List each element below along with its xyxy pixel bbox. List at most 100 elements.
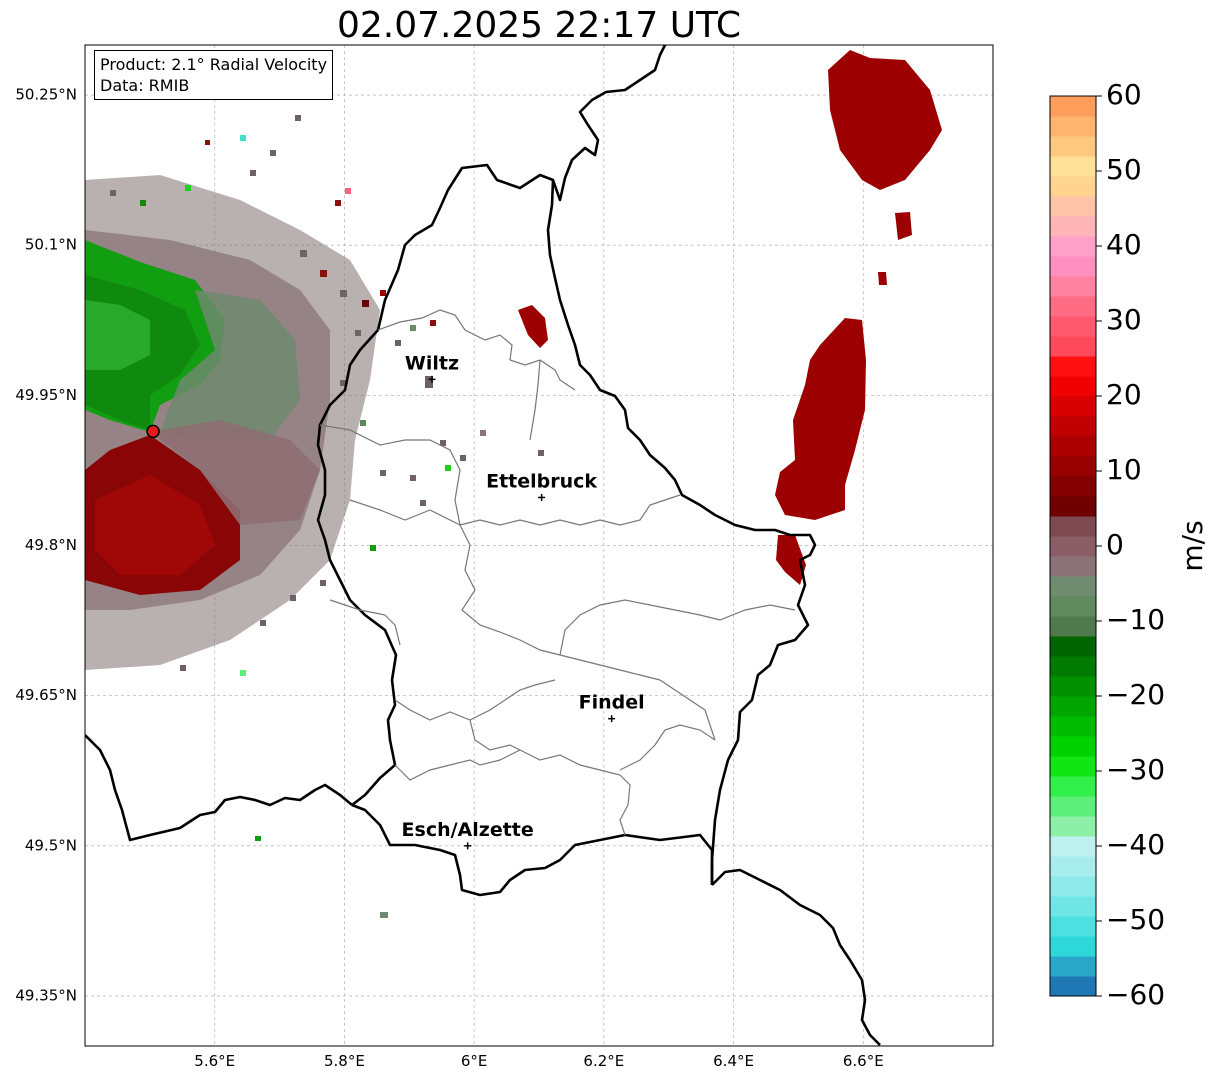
- colorbar-segment: [1050, 456, 1096, 477]
- colorbar-tick-label: 10: [1106, 453, 1142, 486]
- lon-tick-label: 6.4°E: [713, 1052, 754, 1070]
- border-belgium-france: [85, 734, 353, 842]
- colorbar: 60 50 40 30 20 10 0 −10 −20 −30 −40 −50 −60 m/s: [1049, 78, 1207, 1011]
- colorbar-segment: [1050, 136, 1096, 157]
- city-label: Wiltz: [405, 352, 459, 374]
- echo-grey-green: [160, 290, 300, 440]
- colorbar-segment: [1050, 536, 1096, 557]
- colorbar-tick-label: 30: [1106, 303, 1142, 336]
- colorbar-segment: [1050, 596, 1096, 617]
- colorbar-segment: [1050, 716, 1096, 737]
- lat-tick-label: 49.65°N: [15, 686, 77, 704]
- colorbar-segment: [1050, 696, 1096, 717]
- colorbar-segment: [1050, 296, 1096, 317]
- city-label: Esch/Alzette: [402, 819, 534, 841]
- colorbar-ticks: 60 50 40 30 20 10 0 −10 −20 −30 −40 −50 −60: [1096, 78, 1165, 1011]
- echo-green-light: [85, 300, 150, 370]
- colorbar-tick-label: 50: [1106, 153, 1142, 186]
- colorbar-segment: [1050, 856, 1096, 877]
- city-marker: Ettelbruck: [486, 470, 597, 501]
- lat-tick-label: 49.95°N: [15, 386, 77, 404]
- colorbar-segment: [1050, 616, 1096, 637]
- colorbar-segment: [1050, 276, 1096, 297]
- colorbar-segment: [1050, 836, 1096, 857]
- lon-tick-label: 6°E: [461, 1052, 488, 1070]
- lat-tick-label: 50.1°N: [25, 236, 77, 254]
- colorbar-segment: [1050, 796, 1096, 817]
- border-luxembourg-germany: [546, 179, 817, 885]
- colorbar-segment: [1050, 376, 1096, 397]
- colorbar-segment: [1050, 736, 1096, 757]
- city-label: Findel: [579, 692, 645, 714]
- lat-tick-label: 49.8°N: [25, 536, 77, 554]
- colorbar-segment: [1050, 556, 1096, 577]
- colorbar-segment: [1050, 356, 1096, 377]
- lat-tick-label: 50.25°N: [15, 86, 77, 104]
- colorbar-segment: [1050, 956, 1096, 977]
- colorbar-segment: [1050, 236, 1096, 257]
- colorbar-segment: [1050, 436, 1096, 457]
- colorbar-segment: [1050, 196, 1096, 217]
- product-label: Product: 2.1° Radial Velocity: [100, 55, 328, 74]
- colorbar-tick-label: −30: [1106, 753, 1165, 786]
- colorbar-tick-label: 40: [1106, 228, 1142, 261]
- colorbar-tick-label: −20: [1106, 678, 1165, 711]
- colorbar-segment: [1050, 756, 1096, 777]
- echo-east-cells: [518, 50, 942, 585]
- echo-mauve: [150, 420, 320, 525]
- colorbar-segment: [1050, 636, 1096, 657]
- tick-marks: 50.25°N 50.1°N 49.95°N 49.8°N 49.65°N 49.5°N 4…: [15, 86, 883, 1070]
- colorbar-segment: [1050, 96, 1096, 117]
- city-marker: Wiltz: [405, 352, 459, 383]
- city-layer: Wiltz Ettelbruck Findel Esch/Alzette: [402, 352, 645, 850]
- colorbar-tick-label: 0: [1106, 528, 1124, 561]
- colorbar-segments: [1050, 96, 1096, 997]
- border-luxembourg-france: [351, 803, 714, 897]
- colorbar-segment: [1050, 316, 1096, 337]
- colorbar-segment: [1050, 976, 1096, 997]
- colorbar-segment: [1050, 876, 1096, 897]
- plot-frame: [84, 44, 994, 1047]
- canton-boundaries: [319, 309, 796, 836]
- colorbar-segment: [1050, 256, 1096, 277]
- radar-site-marker: [146, 424, 160, 439]
- lat-tick-label: 49.5°N: [25, 836, 77, 854]
- lon-tick-label: 5.8°E: [324, 1052, 365, 1070]
- colorbar-segment: [1050, 216, 1096, 237]
- echo-speckles: [110, 115, 544, 918]
- lat-tick-label: 49.35°N: [15, 986, 77, 1004]
- colorbar-tick-label: 20: [1106, 378, 1142, 411]
- colorbar-segment: [1050, 516, 1096, 537]
- colorbar-tick-label: −50: [1106, 903, 1165, 936]
- echo-red-core: [95, 475, 215, 575]
- colorbar-segment: [1050, 176, 1096, 197]
- colorbar-segment: [1050, 476, 1096, 497]
- border-germany-france: [711, 868, 881, 1046]
- colorbar-tick-label: −40: [1106, 828, 1165, 861]
- city-marker: Esch/Alzette: [402, 819, 534, 850]
- colorbar-tick-label: 60: [1106, 78, 1142, 111]
- data-source-label: Data: RMIB: [100, 76, 190, 95]
- colorbar-segment: [1050, 156, 1096, 177]
- colorbar-segment: [1050, 816, 1096, 837]
- city-label: Ettelbruck: [486, 470, 597, 492]
- colorbar-segment: [1050, 576, 1096, 597]
- lon-tick-label: 6.6°E: [843, 1052, 884, 1070]
- colorbar-segment: [1050, 336, 1096, 357]
- colorbar-segment: [1050, 896, 1096, 917]
- border-belgium-luxembourg: [316, 45, 667, 807]
- colorbar-segment: [1050, 416, 1096, 437]
- lon-tick-label: 6.2°E: [583, 1052, 624, 1070]
- colorbar-segment: [1050, 656, 1096, 677]
- colorbar-tick-label: −60: [1106, 978, 1165, 1011]
- colorbar-tick-label: −10: [1106, 603, 1165, 636]
- colorbar-label: m/s: [1176, 520, 1207, 571]
- map-title: 02.07.2025 22:17 UTC: [336, 5, 742, 46]
- colorbar-segment: [1050, 776, 1096, 797]
- lon-tick-label: 5.6°E: [194, 1052, 235, 1070]
- colorbar-segment: [1050, 496, 1096, 517]
- radar-echoes: [85, 50, 942, 918]
- colorbar-segment: [1050, 916, 1096, 937]
- colorbar-segment: [1050, 396, 1096, 417]
